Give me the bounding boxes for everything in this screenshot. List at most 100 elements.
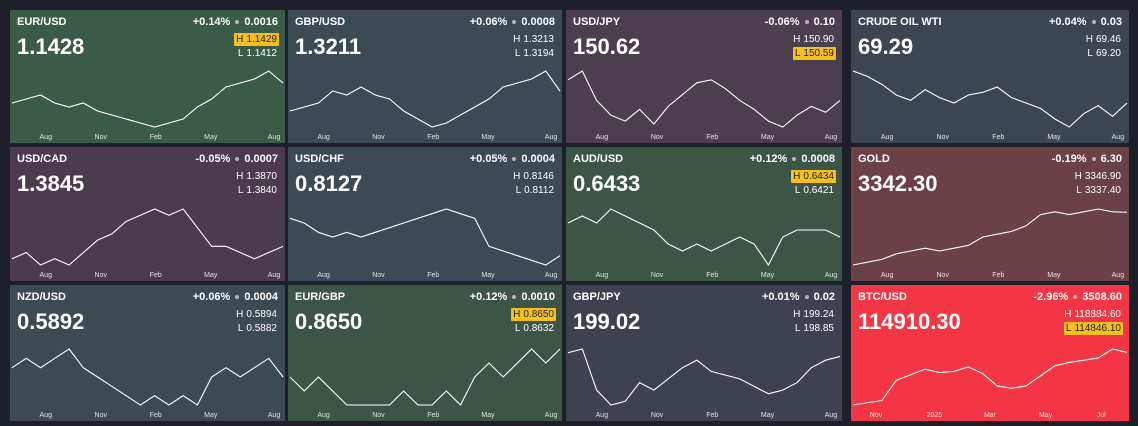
low-value: L 0.8632 [513, 322, 556, 335]
low-label: L [794, 48, 801, 59]
symbol: AUD/USD [573, 153, 624, 165]
symbol: USD/JPY [573, 16, 621, 28]
low-label: L [515, 185, 522, 196]
x-axis-label: Aug [596, 134, 609, 141]
x-axis-label: Feb [150, 412, 162, 419]
sparkline [11, 208, 284, 266]
high-label: H [1085, 34, 1093, 45]
sparkline-chart: Aug Nov Feb May Aug [567, 70, 841, 141]
sparkline [567, 208, 841, 267]
low-value: L 198.85 [793, 322, 836, 335]
change-value: 0.0007 [244, 153, 278, 165]
change: +0.14% 0.0016 [193, 16, 278, 28]
symbol: BTC/USD [858, 291, 907, 303]
sparkline-chart: Aug Nov Feb May Aug [11, 208, 284, 279]
symbol: CRUDE OIL WTI [858, 16, 942, 28]
x-axis-label: Aug [40, 412, 53, 419]
high-number: 3346.90 [1084, 171, 1121, 182]
x-axis-label: Aug [545, 412, 558, 419]
price: 69.29 [858, 34, 914, 59]
low-label: L [794, 323, 801, 334]
change-value: 0.0010 [521, 291, 555, 303]
x-axis-label: Feb [992, 272, 1004, 279]
ticker-tile[interactable]: USD/CHF +0.05% 0.0004 0.8127 H 0.8146 L 0.8112 A… [288, 147, 562, 281]
low-number: 3337.40 [1084, 185, 1121, 196]
high-label: H [793, 309, 801, 320]
x-axis-label: Feb [992, 134, 1004, 141]
ticker-tile[interactable]: CRUDE OIL WTI +0.04% 0.03 69.29 H 69.46 L 69.20… [851, 10, 1129, 143]
high-label: H [1074, 171, 1082, 182]
x-axis-label: Aug [825, 272, 838, 279]
ticker-tile[interactable]: USD/CAD -0.05% 0.0007 1.3845 H 1.3870 L 1.3840 A… [10, 147, 285, 281]
separator-dot [512, 20, 517, 24]
change: +0.04% 0.03 [1049, 16, 1122, 28]
ticker-tile[interactable]: EUR/GBP +0.12% 0.0010 0.8650 H 0.8650 L 0.8632 A… [288, 285, 562, 421]
sparkline [11, 70, 284, 128]
x-axis-label: Nov [651, 412, 664, 419]
low-label: L [514, 48, 521, 59]
sparkline [289, 348, 561, 406]
change-value: 0.0004 [244, 291, 278, 303]
separator-dot [1091, 157, 1096, 161]
x-axis-label: Feb [150, 134, 162, 141]
x-axis-label: May [204, 412, 218, 419]
ticker-tile[interactable]: GBP/JPY +0.01% 0.02 199.02 H 199.24 L 198.85 Aug… [566, 285, 842, 421]
ticker-tile[interactable]: AUD/USD +0.12% 0.0008 0.6433 H 0.6434 L 0.6421 A… [566, 147, 842, 281]
low-label: L [514, 323, 521, 334]
symbol: EUR/USD [17, 16, 67, 28]
high-value: H 1.1429 [234, 33, 279, 46]
high-value: H 69.46 [1084, 33, 1123, 46]
change-value: 0.03 [1100, 16, 1122, 28]
change-percent: -0.05% [195, 153, 231, 165]
change-percent: +0.12% [469, 291, 508, 303]
price: 1.3845 [17, 171, 85, 196]
x-axis-label: May [481, 272, 495, 279]
sparkline-chart: Aug Nov Feb May Aug [567, 348, 841, 419]
ticker-tile[interactable]: GOLD -0.19% 6.30 3342.30 H 3346.90 L 3337.40 Aug… [851, 147, 1129, 281]
high-label: H [1064, 309, 1072, 320]
sparkline-chart: Aug Nov Feb May Aug [852, 208, 1128, 279]
ticker-tile[interactable]: BTC/USD -2.96% 3508.60 114910.30 H 118884.60 L… [851, 285, 1129, 421]
low-label: L [237, 48, 244, 59]
low-label: L [1087, 48, 1093, 59]
x-axis-label: May [1039, 412, 1053, 419]
sparkline-chart: Aug Nov Feb May Aug [852, 70, 1128, 141]
x-axis-label: Aug [596, 412, 609, 419]
x-axis-label: Aug [317, 272, 330, 279]
price: 0.8127 [295, 171, 363, 196]
high-number: 1.1429 [246, 34, 277, 45]
ticker-tile[interactable]: USD/JPY -0.06% 0.10 150.62 H 150.90 L 150.59 Aug… [566, 10, 842, 143]
x-axis-label: Nov [651, 272, 664, 279]
low-label: L [237, 185, 244, 196]
change-value: 0.0008 [801, 153, 835, 165]
sparkline [852, 208, 1128, 266]
x-axis-label: Aug [545, 272, 558, 279]
x-axis-label: Feb [427, 412, 439, 419]
separator-dot [512, 295, 517, 299]
separator-dot [1091, 20, 1096, 24]
change: +0.12% 0.0010 [470, 291, 555, 303]
separator-dot [804, 295, 809, 299]
ticker-tile[interactable]: EUR/USD +0.14% 0.0016 1.1428 H 1.1429 L 1.1412 A… [10, 10, 285, 143]
price: 0.5892 [17, 309, 85, 334]
change-percent: +0.04% [1048, 16, 1087, 28]
separator-dot [1073, 295, 1078, 299]
high-number: 1.3213 [523, 34, 554, 45]
ticker-tile[interactable]: NZD/USD +0.06% 0.0004 0.5892 H 0.5894 L 0.5882 A… [10, 285, 285, 421]
low-label: L [794, 185, 801, 196]
high-number: 0.6434 [803, 171, 834, 182]
low-number: 198.85 [803, 323, 834, 334]
sparkline-chart: Aug Nov Feb May Aug [567, 208, 841, 279]
x-axis-label: Aug [268, 134, 281, 141]
x-axis-label: Aug [825, 412, 838, 419]
high-number: 199.24 [803, 309, 834, 320]
low-value: L 0.8112 [514, 184, 556, 197]
x-axis-label: Nov [95, 412, 108, 419]
ticker-tile[interactable]: GBP/USD +0.06% 0.0008 1.3211 H 1.3213 L 1.3194 A… [288, 10, 562, 143]
x-axis-label: Nov [95, 134, 108, 141]
low-number: 114846.10 [1074, 323, 1121, 334]
sparkline-chart: Aug Nov Feb May Aug [11, 348, 284, 419]
high-value: H 3346.90 [1073, 170, 1123, 183]
price: 1.1428 [17, 34, 85, 59]
low-label: L [237, 323, 244, 334]
